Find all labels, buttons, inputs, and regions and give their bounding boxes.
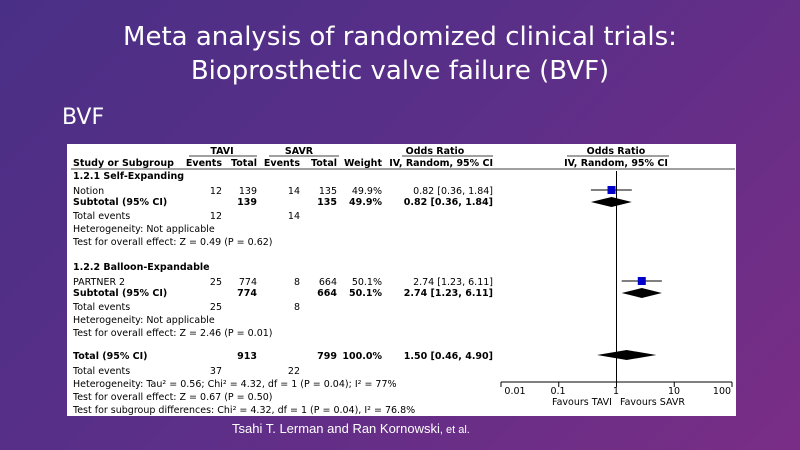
study-1-total2: 135 — [319, 186, 337, 197]
study-2-total2: 664 — [319, 277, 337, 288]
slide-title: Meta analysis of randomized clinical tri… — [0, 20, 800, 88]
events-2-events2: 8 — [294, 302, 300, 313]
tick-label-10: 10 — [668, 386, 680, 397]
footer-etal: , et al. — [439, 424, 470, 436]
tick-label-0.1: 0.1 — [550, 386, 565, 397]
subgroup-differences: Test for subgroup differences: Chi² = 4.… — [72, 405, 415, 416]
total-label: Total (95% CI) — [73, 351, 148, 362]
total-ci: 1.50 [0.46, 4.90] — [404, 351, 493, 362]
header-odds-ratio: Odds Ratio — [406, 146, 465, 157]
study-2-label: PARTNER 2 — [73, 277, 125, 288]
subtotal-1-ci: 0.82 [0.36, 1.84] — [404, 197, 493, 208]
events-1-events2: 14 — [288, 211, 300, 222]
total-weight: 100.0% — [342, 351, 382, 362]
heterogeneity-1: Heterogeneity: Not applicable — [73, 224, 215, 235]
total-total2: 799 — [317, 351, 337, 362]
forest-plot: TAVI SAVR Odds Ratio Odds Ratio Study or… — [71, 146, 735, 416]
overall-effect-2: Test for overall effect: Z = 2.46 (P = 0… — [72, 328, 273, 339]
events-1-label: Total events — [72, 211, 130, 222]
study-2-total1: 774 — [239, 277, 257, 288]
section-heading: BVF — [62, 105, 105, 130]
subtotal-1-total1: 139 — [237, 197, 257, 208]
study-1-events1: 12 — [210, 186, 222, 197]
heterogeneity-2: Heterogeneity: Not applicable — [73, 315, 215, 326]
study-2-events2: 8 — [294, 277, 300, 288]
footer-credit: Tsahi T. Lerman and Ran Kornowski, et al… — [232, 421, 470, 436]
study-2-weight: 50.1% — [352, 277, 382, 288]
total-diamond — [597, 350, 657, 360]
total-overall-effect: Test for overall effect: Z = 0.67 (P = 0… — [72, 392, 273, 403]
header-events1: Events — [186, 158, 222, 169]
total-events2: 22 — [288, 366, 300, 377]
subtotal-2-weight: 50.1% — [349, 288, 382, 299]
events-2-events1: 25 — [210, 302, 222, 313]
subtotal-2-ci: 2.74 [1.23, 6.11] — [404, 288, 493, 299]
study-2-events1: 25 — [210, 277, 222, 288]
header-group1: TAVI — [210, 146, 233, 157]
subtotal-2-total1: 774 — [237, 288, 257, 299]
overall-effect-1: Test for overall effect: Z = 0.49 (P = 0… — [72, 237, 273, 248]
tick-label-100: 100 — [713, 386, 731, 397]
subtotal-1-total2: 135 — [317, 197, 337, 208]
subtotal-1-weight: 49.9% — [349, 197, 382, 208]
forest-plot-panel: TAVI SAVR Odds Ratio Odds Ratio Study or… — [67, 144, 736, 416]
study-marker — [637, 277, 646, 285]
header-total2: Total — [311, 158, 337, 169]
header-ci-method: IV, Random, 95% CI — [389, 158, 493, 169]
study-marker — [607, 186, 616, 194]
header-plot-ci-method: IV, Random, 95% CI — [564, 158, 668, 169]
tick-label-0.01: 0.01 — [504, 386, 525, 397]
subtotal-1-label: Subtotal (95% CI) — [73, 197, 167, 208]
footer-authors: Tsahi T. Lerman and Ran Kornowski — [232, 421, 440, 436]
subgroup-1-name: 1.2.1 Self-Expanding — [73, 171, 184, 182]
header-group2: SAVR — [285, 146, 314, 157]
favours-right: Favours SAVR — [620, 397, 685, 408]
favours-left: Favours TAVI — [552, 397, 612, 408]
slide-title-line2: Bioprosthetic valve failure (BVF) — [190, 56, 610, 86]
header-study: Study or Subgroup — [73, 158, 174, 169]
subtotal-2-label: Subtotal (95% CI) — [73, 288, 167, 299]
header-weight: Weight — [344, 158, 382, 169]
total-events1: 37 — [210, 366, 222, 377]
plot-area — [500, 171, 733, 387]
study-1-weight: 49.9% — [352, 186, 382, 197]
events-1-events1: 12 — [210, 211, 222, 222]
study-2-ci: 2.74 [1.23, 6.11] — [413, 277, 493, 288]
subgroup-2-name: 1.2.2 Balloon-Expandable — [73, 262, 210, 273]
subtotal-diamond — [621, 288, 662, 298]
slide-title-line1: Meta analysis of randomized clinical tri… — [123, 22, 677, 52]
subtotal-2-total2: 664 — [317, 288, 337, 299]
study-1-ci: 0.82 [0.36, 1.84] — [413, 186, 493, 197]
subtotal-diamond — [590, 197, 632, 207]
events-2-label: Total events — [72, 302, 130, 313]
header-total1: Total — [231, 158, 257, 169]
study-1-total1: 139 — [239, 186, 257, 197]
header-plot-title: Odds Ratio — [587, 146, 646, 157]
study-1-events2: 14 — [288, 186, 300, 197]
total-total1: 913 — [237, 351, 257, 362]
tick-label-1: 1 — [613, 386, 619, 397]
total-heterogeneity: Heterogeneity: Tau² = 0.56; Chi² = 4.32,… — [73, 379, 397, 390]
header-events2: Events — [264, 158, 300, 169]
study-1-label: Notion — [73, 186, 104, 197]
total-events-label: Total events — [72, 366, 130, 377]
